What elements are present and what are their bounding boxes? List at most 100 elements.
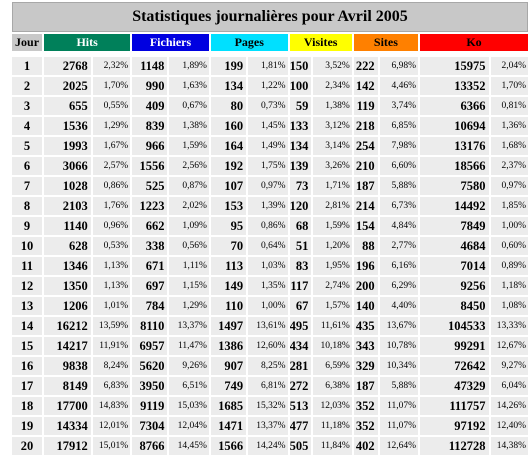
hits-value-cell: 8149 [44,377,91,395]
day-cell: 15 [12,337,43,355]
ko-percent-cell: 0,81% [490,97,528,115]
files-percent-cell: 1,38% [169,117,209,135]
files-value-cell: 409 [132,97,168,115]
files-percent-cell: 1,11% [169,257,209,275]
table-row: 19 14334 12,01% 7304 12,04% 1471 13,37% 477 11,1… [12,417,528,435]
header-row: Jour Hits Fichiers Pages Visites Sites Ko [12,34,528,51]
header-jour: Jour [12,34,43,51]
hits-value-cell: 1350 [44,277,91,295]
day-cell: 12 [12,277,43,295]
visits-percent-cell: 1,20% [313,237,352,255]
files-percent-cell: 14,45% [169,437,209,455]
table-row: 12 1350 1,13% 697 1,15% 149 1,35% 117 2,74% 200 6,… [12,277,528,295]
visits-value-cell: 150 [289,57,312,75]
hits-percent-cell: 1,13% [92,277,131,295]
visits-percent-cell: 6,38% [313,377,352,395]
table-row: 16 9838 8,24% 5620 9,26% 907 8,25% 281 6,59% 329 1… [12,357,528,375]
header-pages: Pages [210,34,288,51]
hits-value-cell: 2768 [44,57,91,75]
sites-value-cell: 352 [353,397,378,415]
hits-value-cell: 17700 [44,397,91,415]
visits-value-cell: 51 [289,237,312,255]
ko-value-cell: 18566 [420,157,489,175]
hits-value-cell: 16212 [44,317,91,335]
day-cell: 20 [12,437,43,455]
table-row: 9 1140 0,96% 662 1,09% 95 0,86% 68 1,59% 154 4,84%… [12,217,528,235]
sites-value-cell: 187 [353,377,378,395]
visits-value-cell: 505 [289,437,312,455]
ko-value-cell: 10694 [420,117,489,135]
files-value-cell: 9119 [132,397,168,415]
files-value-cell: 1556 [132,157,168,175]
pages-value-cell: 160 [210,117,247,135]
files-value-cell: 8766 [132,437,168,455]
sites-value-cell: 196 [353,257,378,275]
files-percent-cell: 9,26% [169,357,209,375]
pages-value-cell: 80 [210,97,247,115]
visits-percent-cell: 12,03% [313,397,352,415]
sites-percent-cell: 6,16% [379,257,419,275]
sites-value-cell: 142 [353,77,378,95]
files-percent-cell: 1,29% [169,297,209,315]
files-value-cell: 5620 [132,357,168,375]
day-cell: 4 [12,117,43,135]
hits-value-cell: 2025 [44,77,91,95]
sites-percent-cell: 12,64% [379,437,419,455]
ko-percent-cell: 6,04% [490,377,528,395]
sites-percent-cell: 10,34% [379,357,419,375]
sites-percent-cell: 3,74% [379,97,419,115]
files-percent-cell: 2,56% [169,157,209,175]
visits-value-cell: 513 [289,397,312,415]
files-value-cell: 1148 [132,57,168,75]
sites-value-cell: 210 [353,157,378,175]
pages-value-cell: 70 [210,237,247,255]
files-value-cell: 966 [132,137,168,155]
visits-percent-cell: 3,12% [313,117,352,135]
pages-percent-cell: 15,32% [248,397,288,415]
table-row: 20 17912 15,01% 8766 14,45% 1566 14,24% 505 11,8… [12,437,528,455]
sites-value-cell: 343 [353,337,378,355]
table-body: 1 2768 2,32% 1148 1,89% 199 1,81% 150 3,52% 222 6,… [12,53,528,455]
visits-percent-cell: 1,59% [313,217,352,235]
files-value-cell: 839 [132,117,168,135]
pages-value-cell: 113 [210,257,247,275]
ko-value-cell: 104533 [420,317,489,335]
pages-percent-cell: 1,22% [248,77,288,95]
pages-value-cell: 153 [210,197,247,215]
table-row: 17 8149 6,83% 3950 6,51% 749 6,81% 272 6,38% 187 5… [12,377,528,395]
day-cell: 13 [12,297,43,315]
ko-value-cell: 47329 [420,377,489,395]
pages-percent-cell: 1,45% [248,117,288,135]
sites-percent-cell: 13,67% [379,317,419,335]
visits-percent-cell: 2,34% [313,77,352,95]
pages-percent-cell: 14,24% [248,437,288,455]
visits-percent-cell: 3,14% [313,137,352,155]
ko-value-cell: 7849 [420,217,489,235]
files-percent-cell: 1,89% [169,57,209,75]
hits-percent-cell: 8,24% [92,357,131,375]
pages-percent-cell: 1,39% [248,197,288,215]
ko-percent-cell: 1,18% [490,277,528,295]
hits-percent-cell: 1,13% [92,257,131,275]
visits-value-cell: 120 [289,197,312,215]
table-row: 1 2768 2,32% 1148 1,89% 199 1,81% 150 3,52% 222 6,… [12,57,528,75]
pages-value-cell: 1685 [210,397,247,415]
pages-value-cell: 107 [210,177,247,195]
table-row: 8 2103 1,76% 1223 2,02% 153 1,39% 120 2,81% 214 6,… [12,197,528,215]
ko-value-cell: 99291 [420,337,489,355]
sites-percent-cell: 4,40% [379,297,419,315]
visits-value-cell: 477 [289,417,312,435]
hits-percent-cell: 1,76% [92,197,131,215]
hits-value-cell: 3066 [44,157,91,175]
visits-percent-cell: 1,38% [313,97,352,115]
ko-percent-cell: 1,00% [490,217,528,235]
sites-percent-cell: 10,78% [379,337,419,355]
files-value-cell: 338 [132,237,168,255]
sites-percent-cell: 6,85% [379,117,419,135]
pages-value-cell: 749 [210,377,247,395]
ko-percent-cell: 1,36% [490,117,528,135]
pages-value-cell: 1386 [210,337,247,355]
pages-value-cell: 1471 [210,417,247,435]
pages-percent-cell: 8,25% [248,357,288,375]
